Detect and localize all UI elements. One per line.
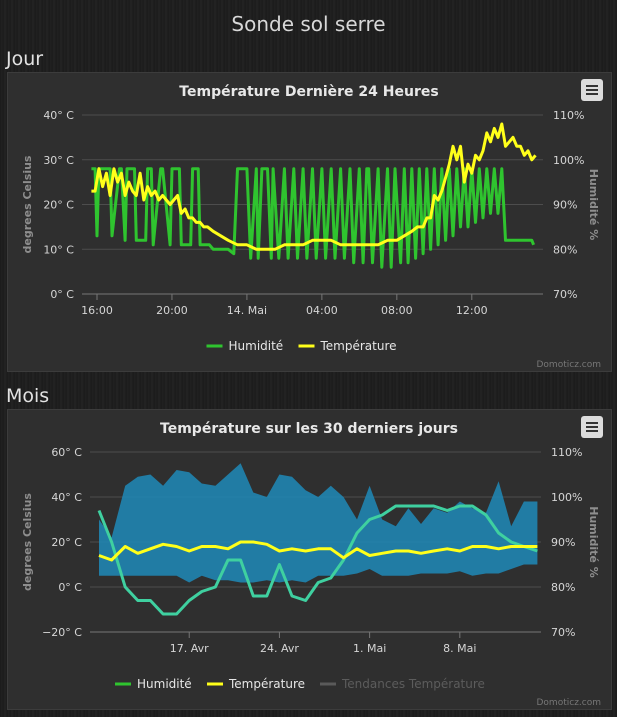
y2-tick-label: 80% <box>551 581 575 594</box>
y2-tick-label: 70% <box>551 626 575 639</box>
legend-item: Humidité <box>229 339 284 353</box>
day-chart-panel: Température Dernière 24 Heures 40° C 30° C… <box>7 72 612 372</box>
y2-axis-title: Humidité % <box>587 169 600 240</box>
y-tick-label: −20° C <box>42 626 82 639</box>
y2-tick-label: 110% <box>553 109 584 122</box>
y-axis-title: degrees Celsius <box>21 155 34 253</box>
x-tick-label: 8. Mai <box>443 642 476 655</box>
y2-tick-label: 70% <box>553 288 577 301</box>
chart-title: Température Dernière 24 Heures <box>179 84 438 100</box>
month-chart: Température sur les 30 derniers jours 60°… <box>21 421 602 708</box>
y-tick-label: 30° C <box>43 154 74 167</box>
y2-tick-label: 100% <box>551 491 582 504</box>
credits-label: Domoticz.com <box>537 360 602 370</box>
x-tick-label: 24. Avr <box>260 642 299 655</box>
y-tick-label: 40° C <box>51 491 82 504</box>
y-tick-label: 20° C <box>51 536 82 549</box>
credits-label: Domoticz.com <box>537 698 602 708</box>
legend-item: Température <box>228 677 305 691</box>
month-chart-panel: Température sur les 30 derniers jours 60°… <box>7 409 612 710</box>
x-tick-label: 16:00 <box>81 304 113 317</box>
y-tick-label: 0° C <box>58 581 82 594</box>
section-title-day: Jour <box>6 48 44 70</box>
x-tick-label: 08:00 <box>381 304 413 317</box>
temperature-line <box>91 122 537 251</box>
x-tick-label: 17. Avr <box>170 642 209 655</box>
y2-tick-label: 90% <box>551 536 575 549</box>
y2-axis-title: Humidité % <box>587 506 600 577</box>
temperature-line <box>98 540 538 562</box>
y2-tick-label: 80% <box>553 243 577 256</box>
legend-item: Température <box>320 339 397 353</box>
y-axis-title: degrees Celsius <box>21 493 34 591</box>
x-tick-label: 20:00 <box>156 304 188 317</box>
chart-menu-button[interactable] <box>581 416 603 438</box>
y-tick-label: 10° C <box>43 243 74 256</box>
legend-item: Humidité <box>137 677 192 691</box>
x-tick-label: 1. Mai <box>353 642 386 655</box>
y-tick-label: 60° C <box>51 446 82 459</box>
chart-title: Température sur les 30 derniers jours <box>160 421 458 437</box>
humidity-line <box>91 167 535 269</box>
temperature-range-area <box>99 463 538 583</box>
x-tick-label: 04:00 <box>306 304 338 317</box>
y-tick-label: 20° C <box>43 199 74 212</box>
humidity-line <box>97 504 538 616</box>
x-tick-label: 12:00 <box>456 304 488 317</box>
y2-tick-label: 110% <box>551 446 582 459</box>
page-title: Sonde sol serre <box>231 12 386 36</box>
legend-item: Tendances Température <box>341 677 485 691</box>
day-chart: Température Dernière 24 Heures 40° C 30° C… <box>21 84 602 370</box>
y2-tick-label: 100% <box>553 154 584 167</box>
y-tick-label: 40° C <box>43 109 74 122</box>
y-tick-label: 0° C <box>50 288 74 301</box>
y2-tick-label: 90% <box>553 199 577 212</box>
chart-menu-button[interactable] <box>581 79 603 101</box>
section-title-month: Mois <box>6 385 50 407</box>
x-tick-label: 14. Mai <box>227 304 267 317</box>
